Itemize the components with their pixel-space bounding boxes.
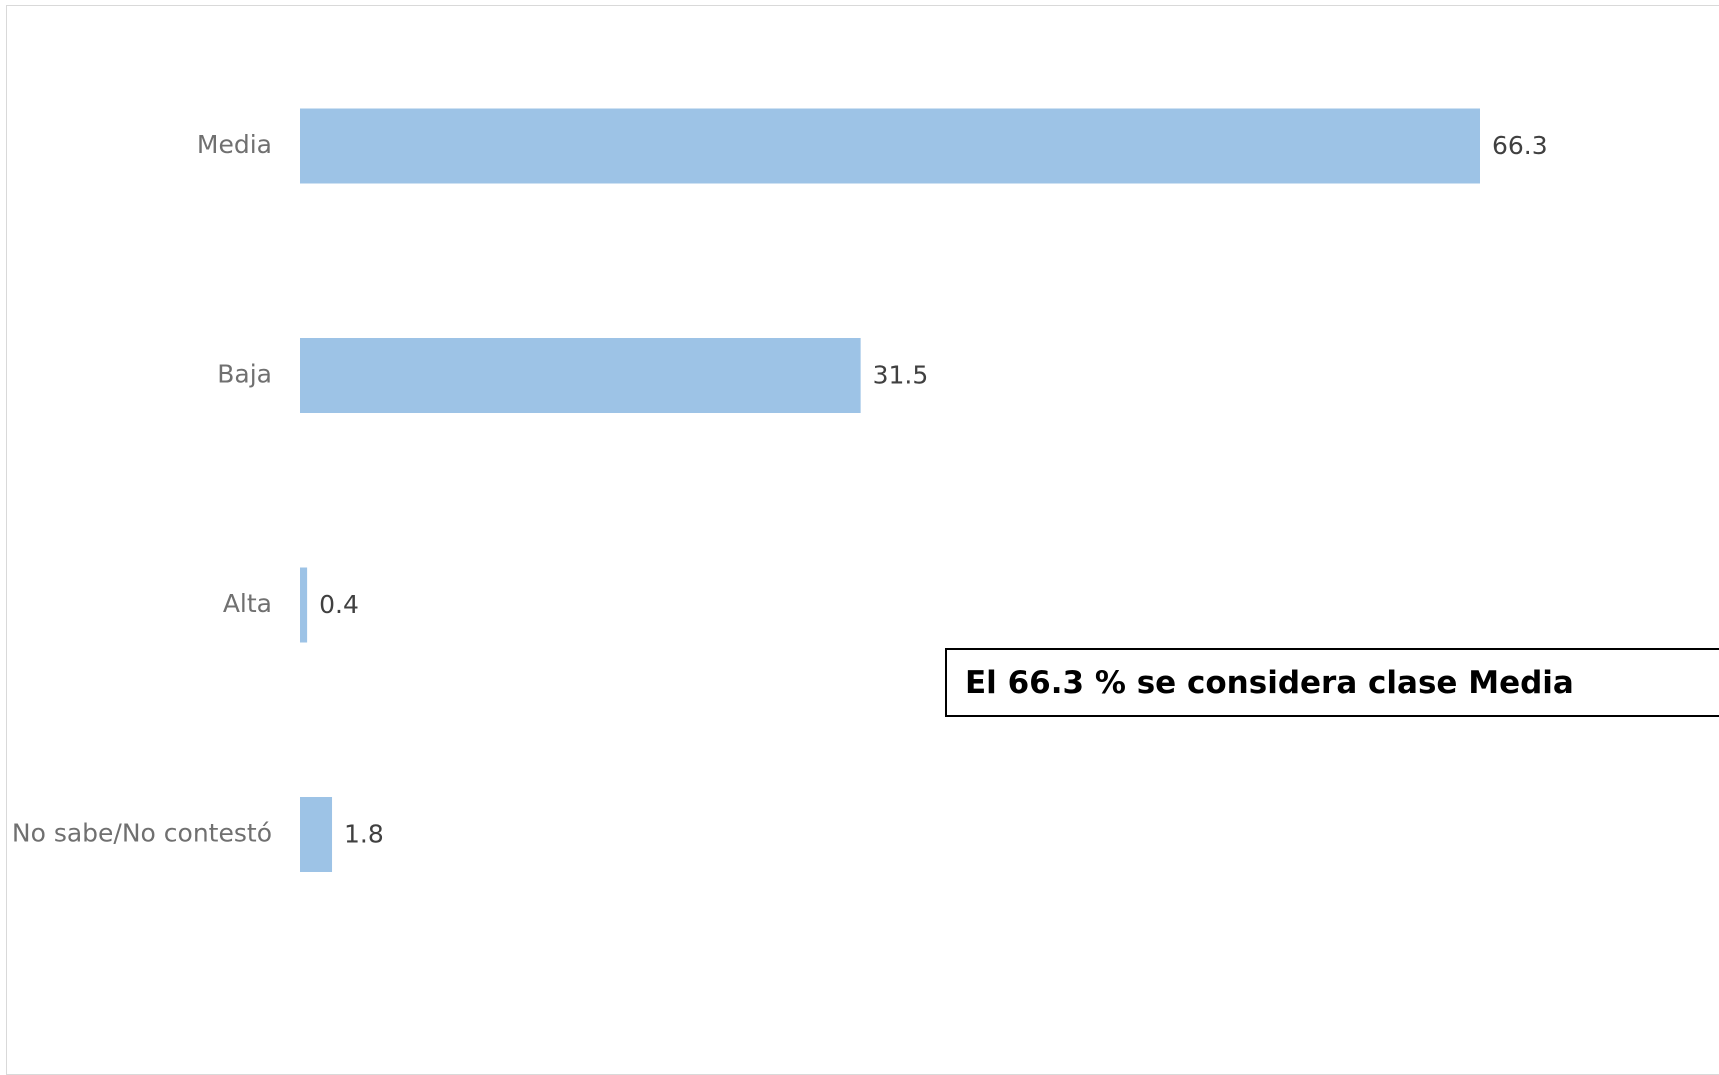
value-label-alta: 0.4 <box>319 590 359 619</box>
annotation-box: El 66.3 % se considera clase Media <box>945 648 1719 717</box>
value-label-no-sabe-no-contesto: 1.8 <box>344 820 384 849</box>
category-label-media: Media <box>197 130 272 159</box>
bar-no-sabe-no-contesto <box>300 797 333 872</box>
value-label-baja: 31.5 <box>873 361 929 390</box>
bar-alta <box>300 567 308 643</box>
value-labels: 66.3 31.5 0.4 1.8 <box>319 131 1548 849</box>
value-label-media: 66.3 <box>1492 131 1548 160</box>
bars-group <box>300 108 1480 872</box>
category-label-baja: Baja <box>217 360 272 389</box>
annotation-text: El 66.3 % se considera clase Media <box>965 664 1574 701</box>
category-label-no-sabe-no-contesto: No sabe/No contestó <box>12 819 272 848</box>
bar-media <box>300 108 1480 184</box>
bar-baja <box>300 338 861 413</box>
category-labels: Media Baja Alta No sabe/No contestó <box>12 130 272 848</box>
category-label-alta: Alta <box>223 589 272 618</box>
